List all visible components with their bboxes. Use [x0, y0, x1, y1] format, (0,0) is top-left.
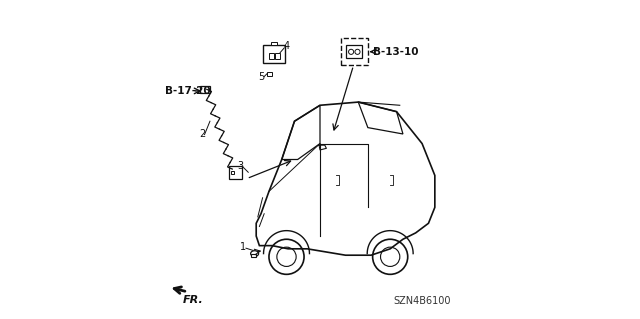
- Text: 2: 2: [199, 129, 205, 139]
- Text: 5: 5: [258, 71, 264, 82]
- Bar: [346, 45, 362, 58]
- Ellipse shape: [251, 251, 259, 256]
- Text: B-13-10: B-13-10: [372, 47, 418, 57]
- Text: 4: 4: [284, 41, 289, 51]
- Bar: [251, 254, 255, 257]
- Bar: [229, 166, 242, 179]
- Text: B-17-20: B-17-20: [165, 86, 211, 96]
- Bar: [262, 45, 285, 63]
- Bar: [269, 53, 274, 59]
- Bar: [230, 171, 234, 174]
- Bar: [340, 38, 368, 65]
- Bar: [267, 72, 271, 76]
- Bar: [271, 42, 277, 46]
- Text: 1: 1: [240, 242, 246, 252]
- Text: FR.: FR.: [183, 295, 204, 305]
- Bar: [200, 86, 210, 93]
- Bar: [275, 53, 280, 59]
- Text: 3: 3: [237, 161, 243, 171]
- Text: SZN4B6100: SZN4B6100: [394, 296, 451, 306]
